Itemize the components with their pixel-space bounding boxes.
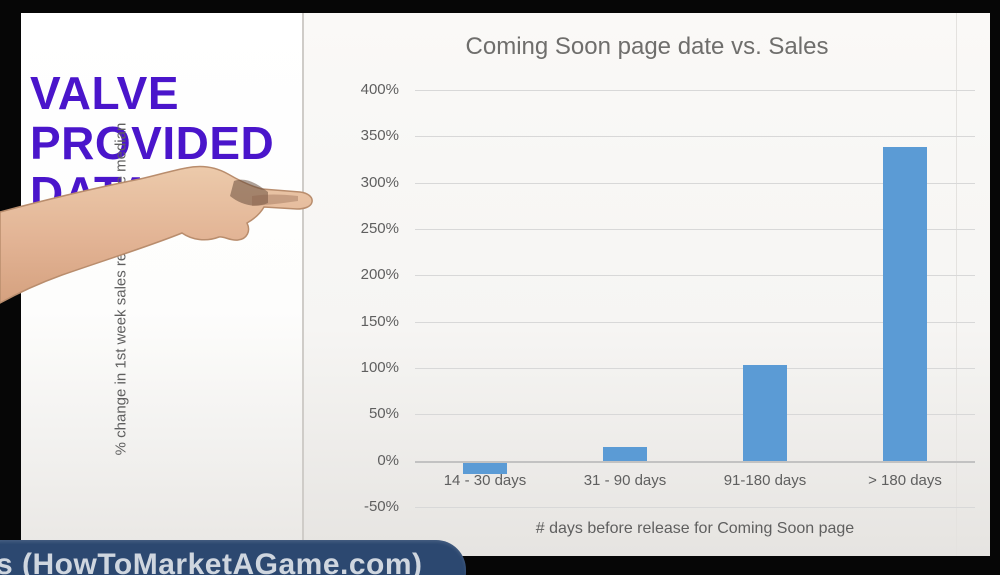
- bar: [743, 365, 787, 461]
- y-tick-label: 250%: [360, 220, 399, 237]
- x-axis-title: # days before release for Coming Soon pa…: [535, 520, 855, 537]
- chart-panel: [304, 13, 990, 556]
- x-category-label: > 180 days: [868, 471, 942, 489]
- gridline: [415, 507, 975, 508]
- chart-title: Coming Soon page date vs. Sales: [465, 33, 829, 60]
- y-tick-label: -50%: [363, 498, 399, 515]
- y-tick-label: 150%: [360, 312, 399, 330]
- gridline: [415, 136, 975, 138]
- slide-left-panel: VALVE PROVIDED DATA: [21, 13, 303, 556]
- y-tick-label: 50%: [368, 405, 399, 423]
- x-category-label: 14 - 30 days: [443, 471, 527, 489]
- panel-divider: [302, 13, 304, 556]
- y-tick-label: 350%: [360, 127, 399, 145]
- bar: [603, 446, 647, 461]
- plot-area: 400% 350% 300% 250% 200% 150% 100% 50% 0% -50% 14 …: [361, 81, 975, 515]
- gridline: [415, 368, 975, 369]
- x-category-label: 91-180 days: [723, 471, 807, 489]
- y-tick-label: 200%: [360, 266, 399, 284]
- y-tick-label: 100%: [360, 359, 399, 376]
- heading-line-2: PROVIDED: [30, 117, 275, 169]
- gridline: [415, 414, 975, 416]
- gridline: [415, 275, 975, 277]
- x-category-label: 31 - 90 days: [583, 471, 667, 489]
- heading-line-1: VALVE: [30, 67, 180, 119]
- x-axis-line: [415, 460, 975, 463]
- slide-heading: VALVE PROVIDED DATA: [30, 68, 274, 218]
- watermark-text: s (HowToMarketAGame.com): [0, 548, 423, 575]
- bar: [463, 460, 507, 474]
- heading-line-3: DATA: [30, 167, 153, 219]
- y-tick-label: 300%: [360, 173, 399, 191]
- y-axis-title: % change in 1st week sales relative to t…: [112, 122, 130, 456]
- gridline: [415, 90, 975, 91]
- gridline: [415, 229, 975, 230]
- gridline: [415, 182, 975, 184]
- watermark-banner: s (HowToMarketAGame.com): [0, 540, 466, 575]
- y-tick-label: 0%: [377, 451, 399, 469]
- y-tick-label: 400%: [360, 81, 399, 98]
- bar: [883, 147, 927, 461]
- gridline: [415, 321, 975, 323]
- panel-edge-line: [956, 13, 957, 556]
